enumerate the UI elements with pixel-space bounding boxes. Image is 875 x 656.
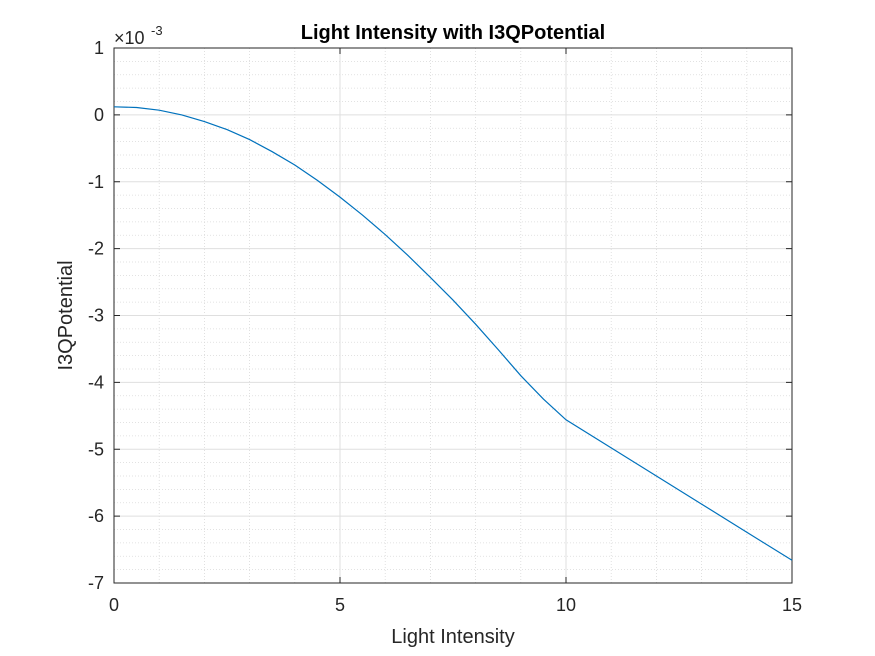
series-line xyxy=(113,106,793,561)
x-axis-label: Light Intensity xyxy=(391,626,514,648)
series-layer xyxy=(113,106,793,561)
y-exponent-base: ×10 xyxy=(114,28,145,48)
y-tick-label: -3 xyxy=(88,306,104,326)
y-tick-label: -1 xyxy=(88,172,104,192)
x-tick-label: 10 xyxy=(556,595,576,615)
x-tick-label: 5 xyxy=(335,595,345,615)
grid xyxy=(113,47,793,584)
y-tick-label: -7 xyxy=(88,573,104,593)
x-tick-label: 0 xyxy=(109,595,119,615)
y-tick-labels: 1 0 -1 -2 -3 -4 -5 -6 -7 xyxy=(88,38,104,593)
y-exponent-power: -3 xyxy=(151,23,163,38)
y-axis-label: I3QPotential xyxy=(55,260,77,370)
tick-marks xyxy=(113,47,793,584)
x-tick-label: 15 xyxy=(782,595,802,615)
x-tick-labels: 0 5 10 15 xyxy=(109,595,802,615)
y-tick-label: -4 xyxy=(88,372,104,392)
chart-title: Light Intensity with I3QPotential xyxy=(301,22,605,44)
y-tick-label: -6 xyxy=(88,506,104,526)
y-tick-label: 0 xyxy=(94,105,104,125)
y-tick-label: -2 xyxy=(88,239,104,259)
y-tick-label: -5 xyxy=(88,439,104,459)
y-tick-label: 1 xyxy=(94,38,104,58)
